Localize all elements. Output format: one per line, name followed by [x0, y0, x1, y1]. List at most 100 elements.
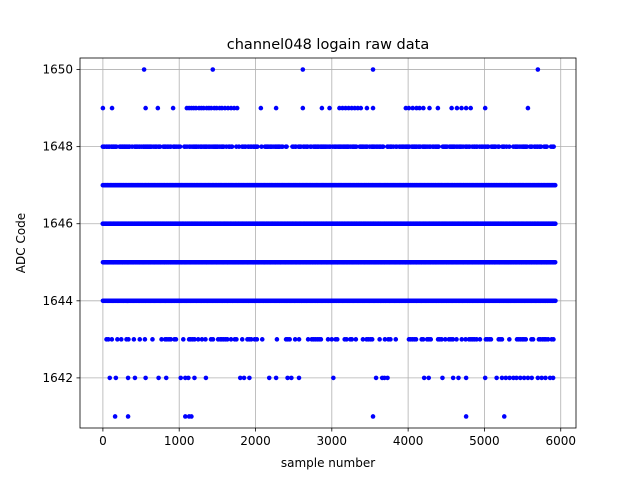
data-point [239, 337, 245, 342]
data-point [228, 337, 234, 342]
data-point [344, 337, 349, 342]
data-point [474, 337, 479, 342]
y-axis-label: ADC Code [14, 213, 28, 273]
data-point [494, 375, 499, 381]
data-point [192, 337, 197, 342]
data-point [553, 298, 558, 304]
data-point [236, 144, 242, 149]
data-point [203, 375, 209, 381]
data-point [421, 105, 426, 111]
data-point [428, 337, 434, 342]
data-point [325, 337, 331, 342]
data-point [157, 144, 163, 149]
data-point [155, 105, 161, 111]
data-point [393, 337, 399, 342]
data-point [507, 375, 512, 381]
data-point [118, 337, 124, 342]
data-point [450, 337, 456, 342]
data-point [210, 67, 216, 72]
data-point [358, 105, 364, 111]
data-point [454, 105, 460, 111]
data-point [115, 337, 120, 342]
data-point [456, 375, 461, 381]
data-point [137, 337, 143, 342]
data-point [506, 144, 512, 149]
data-point [163, 375, 169, 381]
data-point [141, 67, 147, 72]
data-point [150, 337, 155, 342]
data-point [284, 144, 289, 149]
data-point [523, 337, 529, 342]
data-point [189, 414, 194, 419]
x-tick-label: 1000 [164, 434, 195, 448]
x-axis-label: sample number [281, 456, 375, 470]
data-point [450, 375, 456, 381]
data-point [436, 144, 441, 149]
data-point [488, 337, 494, 342]
data-point [539, 375, 544, 381]
data-point [327, 105, 332, 111]
data-point [168, 337, 174, 342]
data-point [107, 375, 113, 381]
data-point [370, 67, 376, 72]
data-point [183, 414, 188, 419]
data-point [234, 337, 239, 342]
data-point [170, 105, 176, 111]
data-point [178, 375, 184, 381]
data-point [210, 337, 216, 342]
data-point [247, 375, 252, 381]
data-point [406, 105, 412, 111]
data-point [319, 105, 325, 111]
data-point [525, 375, 531, 381]
data-point [181, 337, 186, 342]
data-point [538, 144, 544, 149]
data-point [285, 375, 290, 381]
data-point [354, 144, 359, 149]
data-point [543, 375, 548, 381]
y-tick-label: 1646 [42, 217, 73, 231]
data-point [426, 375, 432, 381]
data-point [112, 414, 118, 419]
data-point [173, 337, 179, 342]
data-point [237, 375, 243, 381]
data-point [417, 105, 422, 111]
data-point [131, 337, 137, 342]
data-point [225, 337, 230, 342]
data-point [360, 337, 366, 342]
data-point [143, 105, 148, 111]
y-tick-label: 1644 [42, 294, 73, 308]
data-point [439, 337, 444, 342]
data-points [100, 67, 558, 419]
data-point [552, 182, 558, 188]
data-point [499, 375, 505, 381]
data-point [463, 105, 469, 111]
data-point [449, 105, 454, 111]
x-axis: 0 1000 2000 3000 4000 5000 6000 [99, 428, 576, 448]
data-point [482, 375, 488, 381]
data-point [440, 375, 445, 381]
data-point [435, 105, 441, 111]
data-point [524, 144, 530, 149]
data-point [413, 337, 419, 342]
data-point [109, 337, 115, 342]
x-tick-label: 2000 [240, 434, 271, 448]
x-tick-label: 6000 [545, 434, 576, 448]
x-tick-label: 3000 [317, 434, 348, 448]
data-point [126, 337, 131, 342]
data-point [388, 337, 393, 342]
data-point [241, 375, 247, 381]
data-point [385, 375, 390, 381]
data-point [132, 375, 138, 381]
data-point [535, 375, 541, 381]
data-point [329, 337, 335, 342]
data-point [369, 337, 375, 342]
data-point [274, 337, 280, 342]
data-point [514, 375, 519, 381]
data-point [459, 105, 464, 111]
plot-area [80, 58, 576, 428]
data-point [259, 144, 264, 149]
data-point [266, 375, 272, 381]
y-tick-label: 1642 [42, 371, 73, 385]
data-point [518, 375, 523, 381]
